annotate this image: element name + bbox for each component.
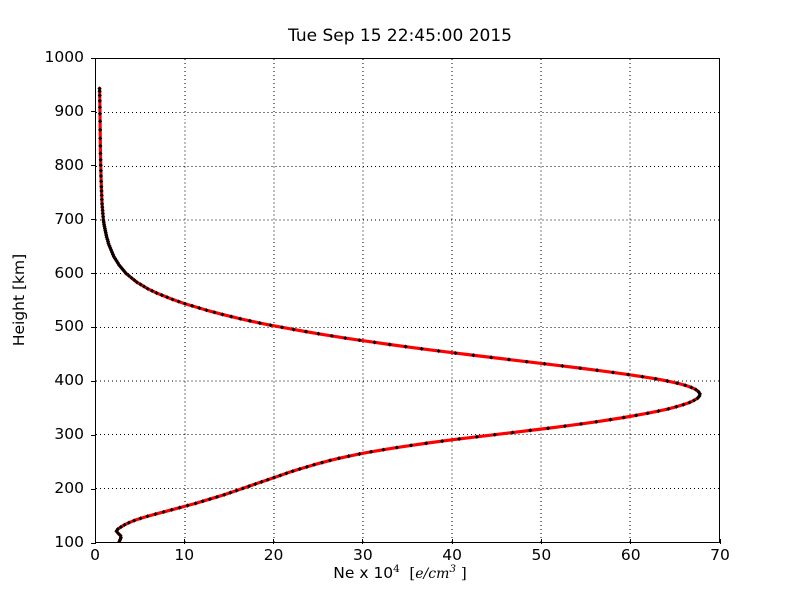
x-tick-mark bbox=[540, 539, 543, 544]
x-tick-label: 70 bbox=[710, 546, 730, 564]
x-tick-mark bbox=[719, 539, 721, 544]
x-axis-label: Ne x 104 [e/cm3 ] bbox=[0, 563, 800, 582]
y-tick-mark bbox=[91, 542, 96, 544]
grid-lines bbox=[96, 59, 719, 542]
y-tick-label: 600 bbox=[54, 263, 84, 282]
y-tick-label: 100 bbox=[54, 533, 84, 551]
x-tick-label: 40 bbox=[442, 546, 462, 564]
y-tick-label: 200 bbox=[54, 479, 84, 498]
y-tick-label: 700 bbox=[54, 209, 84, 228]
y-tick-label: 500 bbox=[54, 317, 84, 336]
y-tick-label: 900 bbox=[54, 101, 84, 120]
x-axis-bracket-open: [ bbox=[409, 564, 416, 583]
x-tick-label: 0 bbox=[90, 546, 100, 564]
y-tick-label: 1000 bbox=[44, 48, 84, 66]
x-tick-mark bbox=[451, 539, 453, 544]
y-tick-label: 400 bbox=[54, 371, 84, 390]
x-tick-label: 20 bbox=[263, 546, 284, 564]
x-axis-bracket-close: ] bbox=[460, 564, 467, 583]
y-tick-mark bbox=[91, 326, 96, 329]
x-axis-label-prefix: Ne x 10 bbox=[333, 564, 394, 583]
y-tick-mark bbox=[91, 380, 96, 382]
y-tick-mark bbox=[91, 488, 96, 490]
x-tick-mark bbox=[94, 539, 96, 544]
x-axis-units-exponent: 3 bbox=[449, 563, 457, 575]
y-tick-label: 300 bbox=[54, 425, 84, 444]
y-axis-label: Height [km] bbox=[10, 253, 28, 347]
chart-title: Tue Sep 15 22:45:00 2015 bbox=[288, 26, 512, 46]
y-tick-mark bbox=[91, 111, 96, 113]
x-tick-label: 60 bbox=[620, 546, 641, 564]
y-tick-label: 800 bbox=[54, 155, 84, 174]
x-tick-mark bbox=[273, 539, 275, 544]
y-tick-mark bbox=[91, 57, 96, 59]
y-tick-mark bbox=[91, 273, 96, 275]
x-tick-mark bbox=[362, 539, 364, 544]
x-tick-label: 10 bbox=[174, 546, 195, 564]
x-tick-label: 30 bbox=[352, 546, 373, 564]
plot-area bbox=[95, 58, 720, 543]
x-tick-label: 50 bbox=[531, 546, 552, 564]
x-axis-label-units: e/cm bbox=[415, 566, 450, 583]
data-curve bbox=[97, 86, 702, 542]
y-tick-mark bbox=[91, 165, 96, 167]
y-tick-mark bbox=[91, 219, 96, 221]
x-axis-label-exponent: 4 bbox=[393, 563, 400, 575]
x-tick-mark bbox=[183, 539, 185, 544]
y-tick-mark bbox=[91, 434, 96, 436]
x-tick-mark bbox=[630, 539, 632, 544]
